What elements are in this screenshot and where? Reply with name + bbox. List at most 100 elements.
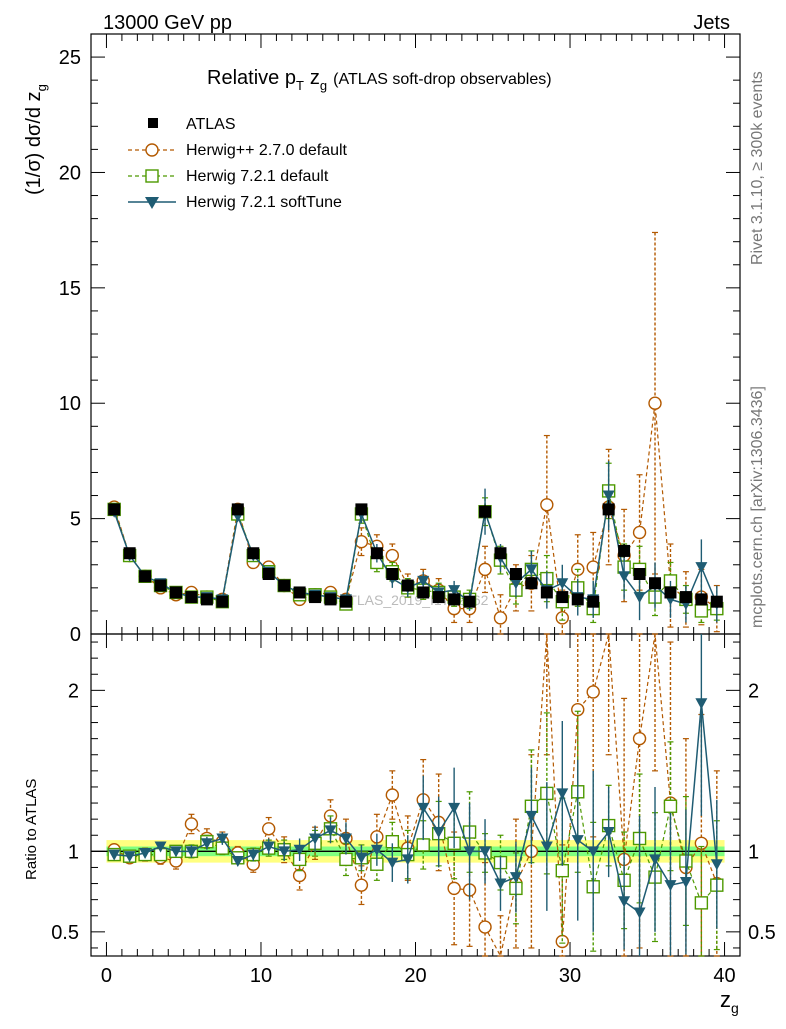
data-marker-herwigpp <box>493 611 508 625</box>
data-marker-softtune <box>679 876 692 888</box>
data-marker-herwigpp <box>292 868 307 883</box>
data-marker-softtune <box>154 841 167 853</box>
rivet-label: Rivet 3.1.10, ≥ 300k events <box>749 71 766 265</box>
ratio-y-tick-label: 1 <box>68 841 79 863</box>
data-marker-atlas <box>123 547 136 560</box>
data-marker-atlas <box>633 568 646 580</box>
y-tick-label: 15 <box>59 278 81 300</box>
y-axis-label: (1/σ) dσ/d zg <box>23 84 49 195</box>
data-marker-softtune <box>710 859 723 871</box>
x-tick-label: 40 <box>713 965 735 987</box>
data-marker-softtune <box>525 564 538 576</box>
data-marker-softtune <box>169 846 182 858</box>
data-marker-softtune <box>216 833 229 845</box>
data-marker-softtune <box>448 585 461 597</box>
data-marker-atlas <box>463 595 476 608</box>
legend-marker-herwigpp <box>145 143 159 157</box>
ratio-softtune-line <box>114 703 718 914</box>
x-tick-label: 30 <box>559 965 581 987</box>
data-marker-softtune <box>556 578 569 590</box>
data-marker-softtune <box>587 846 600 858</box>
x-tick-label: 0 <box>101 965 112 987</box>
data-marker-atlas <box>494 547 507 560</box>
ratio-herwigpp-line <box>113 633 718 958</box>
data-marker-softtune <box>370 844 383 856</box>
data-marker-softtune <box>139 847 152 859</box>
data-marker-herwigpp <box>540 498 554 512</box>
data-marker-softtune <box>293 844 306 856</box>
data-marker-softtune <box>448 802 461 814</box>
header-left-label: 13000 GeV pp <box>103 12 232 34</box>
chart-title-var: z <box>310 67 320 89</box>
data-marker-atlas <box>231 503 244 516</box>
data-marker-atlas <box>571 593 584 606</box>
data-marker-herwigpp <box>262 822 276 836</box>
legend-label-herwig721: Herwig 7.2.1 default <box>186 168 329 185</box>
data-marker-softtune <box>556 788 569 800</box>
data-marker-atlas <box>185 591 198 604</box>
x-tick-label: 10 <box>250 965 272 987</box>
data-marker-softtune <box>633 907 646 919</box>
data-marker-atlas <box>649 577 662 590</box>
data-marker-softtune <box>324 825 337 837</box>
data-marker-herwigpp <box>385 548 400 563</box>
y-axis-label-main: (1/σ) dσ/d z <box>23 91 45 195</box>
data-marker-softtune <box>463 846 476 858</box>
legend-marker-atlas <box>148 118 158 128</box>
chart-title-var-sub: g <box>320 78 327 93</box>
data-marker-atlas <box>401 579 414 592</box>
ratio-softtune-series <box>108 634 723 956</box>
data-marker-atlas <box>278 579 291 592</box>
data-marker-atlas <box>200 593 213 606</box>
ratio-y-tick-label: 2 <box>68 680 79 702</box>
data-marker-softtune <box>231 856 244 868</box>
data-marker-atlas <box>169 586 182 599</box>
data-marker-herwig721 <box>694 604 709 618</box>
data-marker-herwig721 <box>555 863 569 878</box>
x-tick-label: 20 <box>404 965 426 987</box>
data-marker-softtune <box>509 872 522 884</box>
data-marker-softtune <box>432 827 445 839</box>
data-marker-herwigpp <box>632 731 647 746</box>
y-tick-label: 5 <box>70 509 81 531</box>
legend-label-softtune: Herwig 7.2.1 softTune <box>186 194 342 211</box>
data-marker-atlas <box>587 595 600 608</box>
data-marker-softtune <box>618 896 631 908</box>
data-marker-herwigpp <box>354 878 369 892</box>
data-marker-herwig721 <box>694 896 709 910</box>
data-marker-atlas <box>370 547 383 560</box>
lower-axes: 0 10 20 30 40 0.5 0.5 1 1 2 2 <box>51 634 776 987</box>
data-marker-softtune <box>695 698 708 710</box>
data-marker-softtune <box>309 833 322 845</box>
data-marker-softtune <box>571 835 584 847</box>
chart-title-suffix: (ATLAS soft-drop observables) <box>333 71 551 88</box>
data-marker-atlas <box>479 505 492 518</box>
data-marker-atlas <box>679 591 692 604</box>
data-marker-atlas <box>432 591 445 604</box>
softtune-line <box>113 495 718 605</box>
atlas-series <box>108 500 723 608</box>
data-marker-herwigpp <box>586 685 600 699</box>
header-right-label: Jets <box>693 12 730 34</box>
data-marker-softtune <box>633 592 646 604</box>
data-marker-herwigpp <box>555 934 569 949</box>
data-marker-atlas <box>540 586 553 599</box>
data-marker-atlas <box>695 593 708 606</box>
data-marker-atlas <box>139 570 152 583</box>
data-marker-softtune <box>355 852 368 864</box>
data-marker-herwig721 <box>416 838 430 852</box>
data-marker-atlas <box>247 547 260 560</box>
data-marker-softtune <box>664 880 677 892</box>
data-marker-softtune <box>185 846 198 858</box>
data-marker-atlas <box>556 591 569 604</box>
data-marker-softtune <box>262 841 275 853</box>
data-marker-herwigpp <box>648 396 662 410</box>
herwig721-line <box>113 490 717 612</box>
y-axis-label-sub: g <box>34 84 49 91</box>
data-marker-softtune <box>618 571 631 583</box>
data-marker-softtune <box>247 849 260 861</box>
data-marker-softtune <box>278 846 291 858</box>
data-marker-herwig721 <box>663 799 678 813</box>
